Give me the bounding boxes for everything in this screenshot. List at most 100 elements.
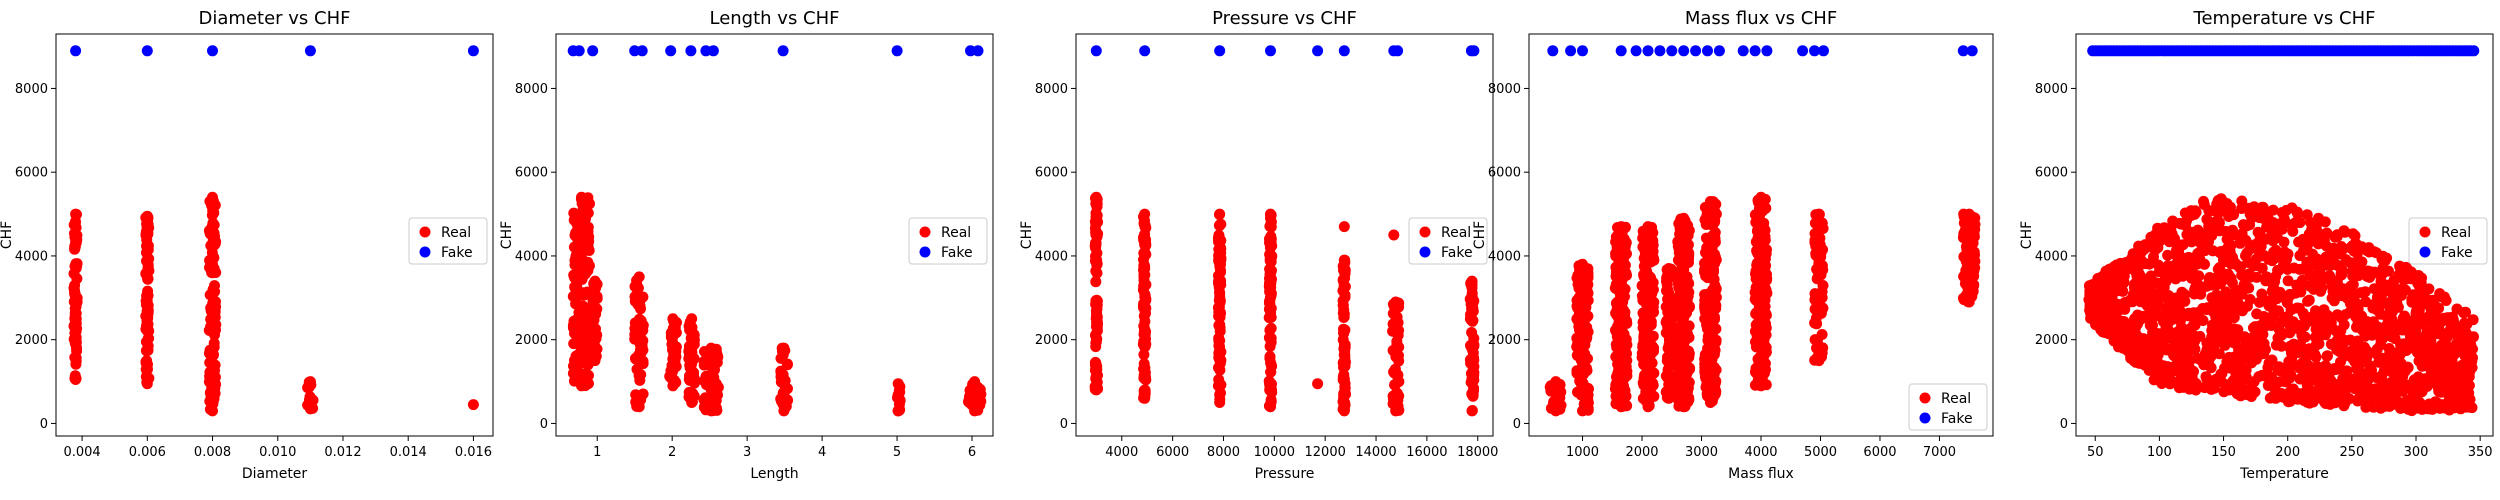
series-real bbox=[68, 191, 479, 417]
scatter-point bbox=[1138, 358, 1150, 370]
scatter-point bbox=[2356, 319, 2368, 330]
scatter-point bbox=[1338, 304, 1350, 316]
scatter-point bbox=[1642, 401, 1654, 413]
legend-label-real: Real bbox=[1441, 225, 1471, 241]
scatter-point bbox=[2182, 310, 2194, 322]
scatter-point bbox=[2361, 245, 2373, 256]
scatter-points bbox=[68, 45, 479, 417]
scatter-point bbox=[209, 359, 221, 371]
scatter-point bbox=[589, 304, 600, 316]
scatter-point bbox=[2328, 363, 2340, 375]
scatter-point bbox=[1265, 45, 1276, 57]
scatter-point bbox=[2406, 294, 2418, 305]
scatter-points bbox=[2083, 45, 2480, 417]
scatter-point bbox=[203, 324, 215, 336]
scatter-point bbox=[142, 244, 154, 256]
scatter-point bbox=[2321, 227, 2333, 239]
scatter-point bbox=[141, 45, 153, 57]
scatter-point bbox=[2203, 354, 2215, 366]
scatter-point bbox=[2145, 332, 2157, 344]
scatter-point bbox=[140, 345, 152, 357]
scatter-point bbox=[2434, 288, 2446, 300]
scatter-point bbox=[2429, 344, 2441, 356]
scatter-point bbox=[2371, 343, 2383, 355]
scatter-point bbox=[2163, 236, 2175, 248]
legend-marker-real bbox=[1919, 392, 1931, 404]
scatter-point bbox=[1638, 335, 1650, 347]
scatter-point bbox=[2371, 372, 2383, 384]
scatter-point bbox=[206, 247, 218, 259]
scatter-point bbox=[2233, 343, 2244, 355]
y-tick-label: 6000 bbox=[1488, 166, 1521, 181]
scatter-point bbox=[2405, 273, 2417, 285]
scatter-point bbox=[1264, 235, 1276, 247]
scatter-point bbox=[1468, 354, 1480, 366]
scatter-point bbox=[1090, 191, 1102, 203]
series-fake bbox=[2087, 45, 2480, 57]
scatter-point bbox=[2278, 213, 2290, 225]
scatter-point bbox=[1339, 356, 1351, 367]
scatter-point bbox=[1666, 45, 1678, 57]
scatter-point bbox=[1699, 257, 1710, 269]
scatter-point bbox=[1090, 295, 1102, 307]
x-tick-label: 3000 bbox=[1685, 445, 1718, 460]
scatter-point bbox=[2225, 291, 2237, 303]
scatter-point bbox=[975, 395, 987, 407]
scatter-point bbox=[2321, 350, 2333, 362]
scatter-point bbox=[2331, 309, 2343, 321]
scatter-point bbox=[1818, 45, 1829, 57]
x-tick-label: 1000 bbox=[1566, 445, 1599, 460]
scatter-point bbox=[2251, 308, 2263, 320]
scatter-point bbox=[2179, 379, 2191, 391]
scatter-point bbox=[576, 191, 587, 203]
scatter-point bbox=[1091, 254, 1103, 266]
scatter-point bbox=[2289, 217, 2301, 229]
scatter-point bbox=[210, 296, 221, 308]
scatter-point bbox=[1266, 250, 1278, 262]
legend-label-fake: Fake bbox=[1941, 411, 1973, 427]
scatter-point bbox=[2331, 334, 2343, 346]
scatter-point bbox=[304, 376, 316, 388]
scatter-point bbox=[589, 325, 601, 337]
scatter-point bbox=[2312, 232, 2323, 244]
scatter-point bbox=[209, 371, 221, 383]
scatter-point bbox=[2199, 382, 2211, 394]
scatter-point bbox=[670, 341, 682, 353]
scatter-point bbox=[208, 263, 220, 274]
scatter-point bbox=[2145, 296, 2157, 308]
x-tick-label: 6000 bbox=[1156, 445, 1189, 460]
scatter-point bbox=[1390, 296, 1402, 308]
scatter-point bbox=[687, 388, 699, 400]
scatter-point bbox=[2207, 321, 2219, 333]
scatter-point bbox=[1810, 249, 1822, 261]
scatter-point bbox=[1704, 196, 1716, 207]
scatter-point bbox=[2362, 394, 2374, 406]
scatter-point bbox=[1705, 338, 1716, 350]
scatter-point bbox=[688, 370, 699, 382]
scatter-point bbox=[2141, 278, 2153, 290]
scatter-point bbox=[1577, 368, 1589, 380]
scatter-point bbox=[2263, 253, 2275, 265]
scatter-point bbox=[2309, 348, 2321, 360]
scatter-point bbox=[1578, 333, 1590, 345]
scatter-point bbox=[2428, 352, 2440, 364]
x-tick-label: 5000 bbox=[1804, 445, 1837, 460]
scatter-point bbox=[1678, 45, 1690, 57]
legend-marker-real bbox=[1419, 226, 1431, 238]
scatter-point bbox=[2254, 234, 2266, 246]
x-tick-label: 2000 bbox=[1625, 445, 1658, 460]
scatter-point bbox=[1963, 296, 1975, 308]
scatter-point bbox=[1812, 340, 1824, 352]
scatter-point bbox=[2131, 318, 2143, 330]
scatter-point bbox=[1640, 323, 1651, 335]
scatter-point bbox=[1391, 387, 1403, 399]
scatter-point bbox=[1213, 347, 1225, 359]
scatter-point bbox=[635, 369, 647, 381]
scatter-point bbox=[1702, 357, 1714, 369]
x-tick-label: 2 bbox=[668, 445, 676, 460]
scatter-point bbox=[2170, 292, 2182, 304]
scatter-point bbox=[2160, 273, 2172, 285]
scatter-point bbox=[2410, 305, 2422, 317]
scatter-point bbox=[71, 258, 83, 270]
y-tick-label: 2000 bbox=[1035, 333, 1068, 348]
